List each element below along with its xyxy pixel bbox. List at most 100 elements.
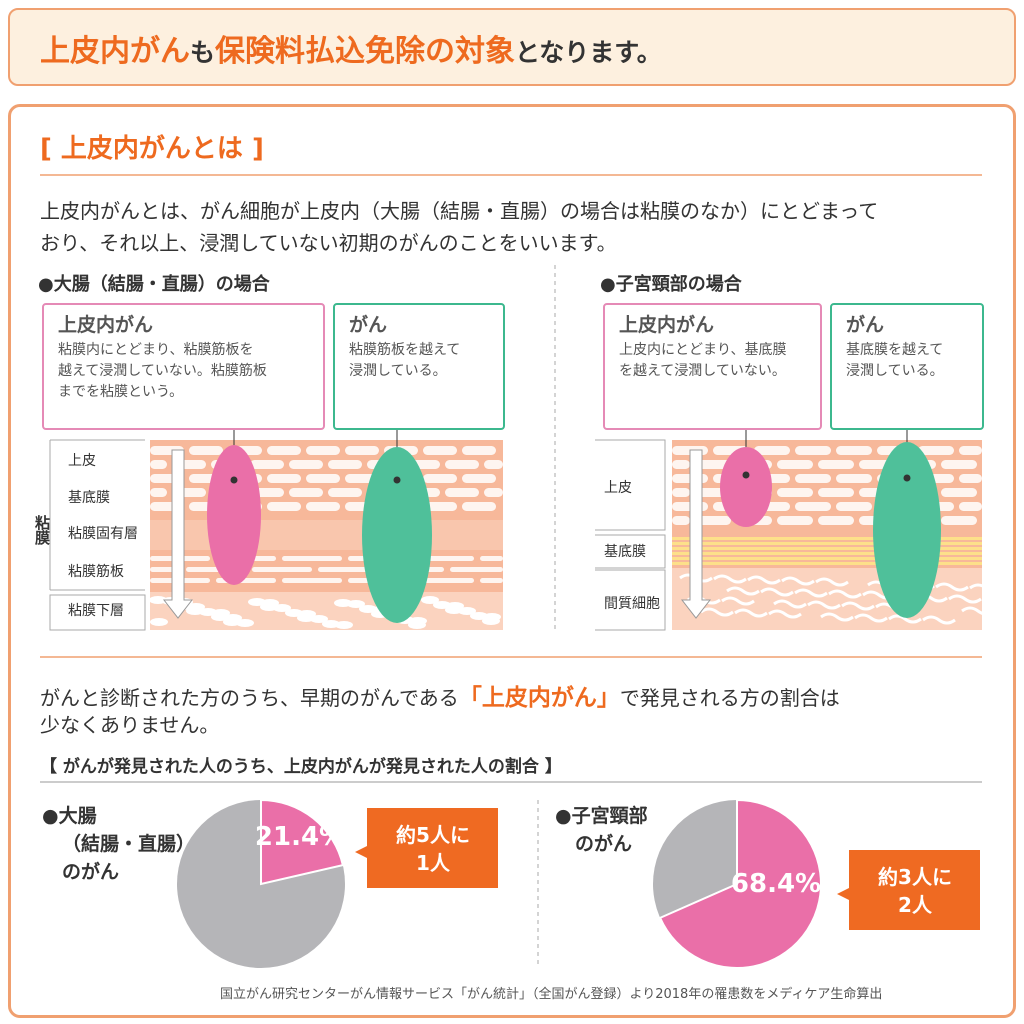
cell [458, 607, 476, 615]
box-text: 越えて浸潤していない。粘膜筋板 [58, 363, 267, 379]
section-heading: [ 上皮内がんとは ] [40, 134, 264, 164]
cell [773, 599, 807, 609]
membrane-stripe [672, 547, 982, 550]
cell [480, 556, 503, 561]
box-text: 浸潤している。 [349, 363, 447, 379]
cell [445, 460, 479, 469]
cell [836, 474, 872, 483]
cell [328, 460, 362, 469]
cell [212, 609, 230, 617]
cell [941, 488, 977, 497]
pie-slice [260, 798, 345, 886]
title-text: となります。 [515, 38, 662, 67]
layer-label: 基底膜 [604, 543, 646, 560]
cell [754, 446, 790, 455]
cell [734, 608, 768, 618]
pie-title: ●大腸 [42, 804, 97, 827]
cell [818, 516, 854, 525]
cell [818, 488, 854, 497]
cell [836, 502, 872, 511]
paragraph-line: おり、それ以上、浸潤していない初期のがんのことをいいます。 [40, 231, 617, 255]
depth-arrow [162, 449, 194, 619]
header-title: 上皮内がんも保険料払込免除の対象となります。 [40, 26, 662, 70]
cervix-heading: ●子宮頸部の場合 [600, 274, 742, 295]
membrane-stripe [672, 562, 982, 565]
layer-label: 上皮 [68, 453, 96, 469]
cervix-box-early: 上皮内がん 上皮内にとどまり、基底膜 を越えて浸潤していない。 [603, 303, 822, 430]
cell [423, 502, 457, 511]
cell [345, 446, 379, 455]
membrane-stripe [672, 557, 982, 560]
cell [795, 502, 831, 511]
cell [423, 474, 457, 483]
cell [815, 577, 849, 587]
cell [347, 600, 365, 608]
cell [189, 446, 223, 455]
cell [282, 578, 342, 583]
callout-text: 2人 [898, 893, 933, 917]
cell [959, 502, 982, 511]
box-text: 粘膜筋板を越えて [349, 342, 461, 358]
summary-emph: 「上皮内がん」 [458, 685, 620, 711]
pie-slice [658, 798, 822, 969]
cell [252, 567, 312, 572]
summary-subheading: 【 がんが発見された人のうち、上皮内がんが発見された人の割合 】 [40, 757, 562, 777]
cell [918, 446, 954, 455]
cell [695, 460, 731, 469]
cell [224, 614, 242, 622]
cell [841, 601, 875, 611]
summary-text: がんと診断された方のうち、早期のがんである [40, 686, 459, 710]
pie-title: ●子宮頸部 [555, 804, 648, 827]
cell [298, 610, 316, 618]
pie-title: のがん [575, 832, 632, 855]
cell [935, 582, 969, 592]
cell [150, 488, 167, 497]
cell [306, 502, 340, 511]
colon-box-cancer: がん 粘膜筋板を越えて 浸潤している。 [333, 303, 505, 430]
cell [282, 556, 342, 561]
box-text: を越えて浸潤していない。 [619, 363, 786, 379]
cell [820, 612, 854, 622]
cell [483, 613, 501, 621]
cell [672, 460, 690, 469]
cell [959, 446, 982, 455]
cell [922, 615, 956, 625]
box-title: 上皮内がん [58, 314, 154, 336]
paragraph-line: 上皮内がんとは、がん細胞が上皮内（大腸（結腸・直腸）の場合は粘膜のなか）にとどま… [40, 199, 879, 223]
pie-title: のがん [62, 860, 119, 883]
dot [393, 476, 401, 484]
membrane-stripe [672, 542, 982, 545]
tumor-early [207, 445, 261, 585]
cell [961, 606, 995, 616]
cell [777, 460, 813, 469]
summary-line: 少なくありません。 [40, 713, 220, 737]
cell [700, 607, 734, 617]
cell [445, 488, 479, 497]
group-label: 粘膜 [33, 514, 51, 546]
cell [480, 578, 503, 583]
cell [150, 618, 168, 626]
cell [414, 578, 474, 583]
layer-label: 粘膜固有層 [68, 526, 138, 542]
cervix-box-cancer: がん 基底膜を越えて 浸潤している。 [830, 303, 984, 430]
cell [828, 589, 862, 599]
cell [941, 460, 977, 469]
box-text: 浸潤している。 [846, 363, 944, 379]
cell [289, 488, 323, 497]
pie-title: （結腸・直腸） [62, 832, 195, 855]
cell [854, 613, 888, 623]
cell [250, 460, 284, 469]
callout-text: 約5人に [396, 823, 470, 847]
cell [726, 586, 760, 596]
cell [462, 502, 496, 511]
cell [310, 615, 328, 623]
cell [409, 617, 427, 625]
tumor-invasive [362, 447, 432, 623]
cell [777, 516, 813, 525]
cell [318, 567, 378, 572]
cell [306, 446, 340, 455]
cell [941, 516, 977, 525]
cell [462, 474, 496, 483]
cell [672, 488, 690, 497]
title-text: も [190, 38, 216, 67]
